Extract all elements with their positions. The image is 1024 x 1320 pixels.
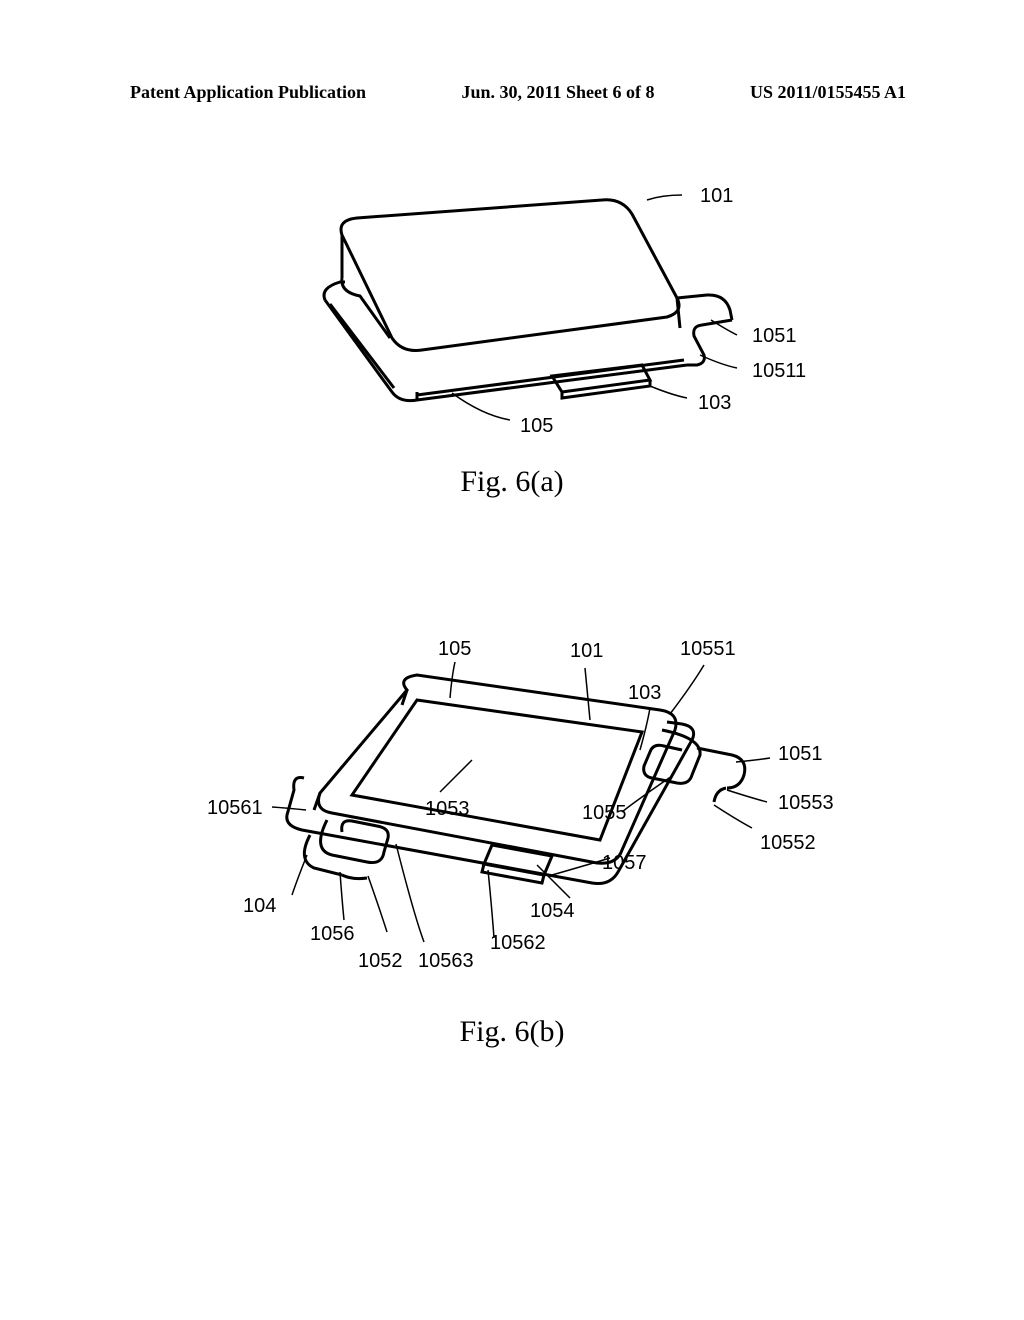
label-10511-a: 10511 [752,360,806,383]
label-104-b: 104 [243,895,276,918]
label-1055-b: 1055 [582,802,627,825]
label-101-a: 101 [700,185,733,208]
label-1051-a: 1051 [752,325,797,348]
label-10562-b: 10562 [490,932,546,955]
label-10553-b: 10553 [778,792,834,815]
figure-6b-container: 105 101 10551 103 1051 10553 10552 1055 … [0,620,1024,1049]
label-10561-b: 10561 [207,797,263,820]
label-1057-b: 1057 [602,852,647,875]
header-right: US 2011/0155455 A1 [750,82,906,103]
label-101-b: 101 [570,640,603,663]
label-10563-b: 10563 [418,950,474,973]
figure-6a-caption: Fig. 6(a) [0,465,1024,499]
label-1051-b: 1051 [778,743,823,766]
header-center: Jun. 30, 2011 Sheet 6 of 8 [461,82,654,103]
header-left: Patent Application Publication [130,82,366,103]
label-1056-b: 1056 [310,923,355,946]
label-1052-b: 1052 [358,950,403,973]
label-1054-b: 1054 [530,900,575,923]
figure-6a-container: 101 1051 10511 103 105 Fig. 6(a) [0,170,1024,499]
label-105-b: 105 [438,638,471,661]
label-103-b: 103 [628,682,661,705]
label-1053-b: 1053 [425,798,470,821]
label-105-a: 105 [520,415,553,438]
label-10552-b: 10552 [760,832,816,855]
label-10551-b: 10551 [680,638,736,661]
page-header: Patent Application Publication Jun. 30, … [0,82,1024,103]
label-103-a: 103 [698,392,731,415]
figure-6b-caption: Fig. 6(b) [0,1015,1024,1049]
